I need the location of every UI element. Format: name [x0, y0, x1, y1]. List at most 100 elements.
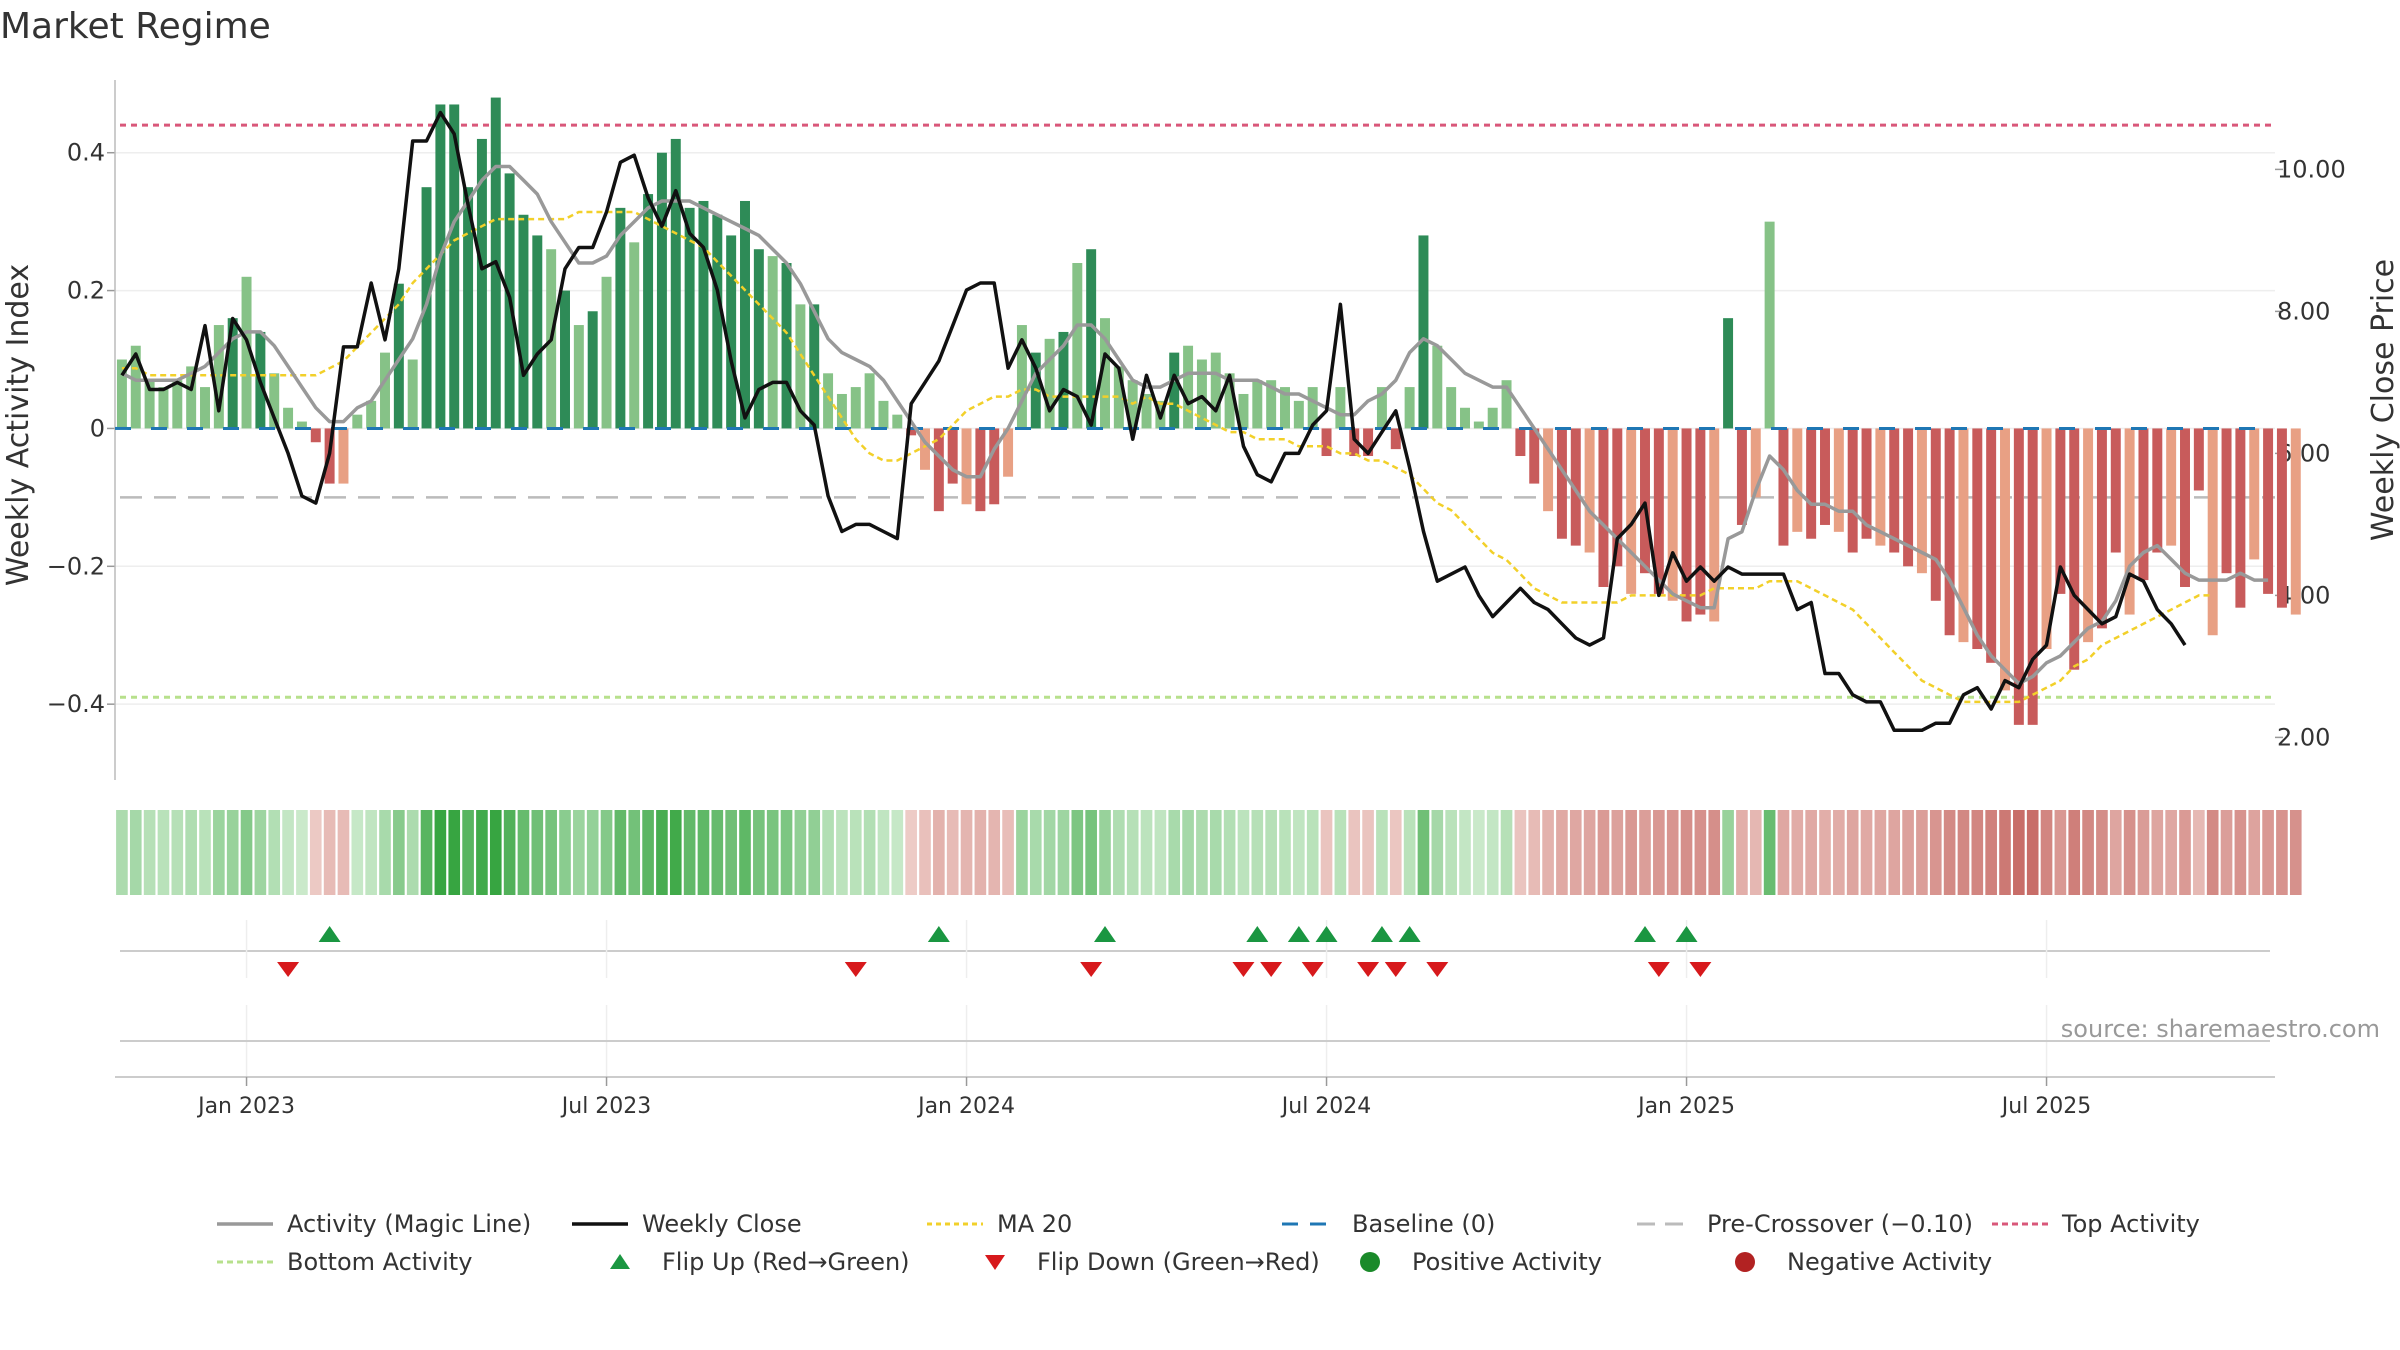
y2-axis-label: Weekly Close Price — [2366, 259, 2400, 541]
activity-bar — [1376, 387, 1387, 429]
activity-bar — [1543, 428, 1554, 512]
flip-down-marker — [1080, 962, 1103, 977]
activity-bar — [1930, 428, 1941, 601]
heat-cell — [1542, 810, 1554, 895]
heat-cell — [2026, 810, 2039, 895]
activity-bar — [850, 387, 861, 429]
heat-cell — [960, 810, 973, 895]
heat-cell — [1209, 810, 1222, 895]
flip-markers-panel — [120, 920, 2270, 978]
heat-cell — [254, 810, 267, 895]
heat-cell — [462, 810, 474, 895]
x-axis: Jan 2023 Jul 2023 Jan 2024 Jul 2024 Jan 2025… — [196, 1077, 2091, 1119]
activity-bar — [518, 214, 529, 429]
activity-bar — [1736, 428, 1747, 525]
activity-bar — [1100, 318, 1110, 429]
legend-label: Flip Down (Green→Red) — [1037, 1248, 1320, 1276]
heat-cell — [1431, 810, 1444, 895]
heat-cell — [822, 810, 834, 895]
x-tick-label: Jul 2024 — [1280, 1094, 1372, 1119]
activity-bar — [1861, 428, 1872, 539]
activity-bar — [587, 311, 598, 429]
activity-bar — [144, 380, 155, 429]
heat-cell — [1888, 810, 1901, 895]
heat-cell — [1126, 810, 1139, 895]
heat-cell — [1625, 810, 1637, 895]
heat-cell — [2151, 810, 2164, 895]
activity-bar — [947, 428, 958, 484]
activity-bar — [1529, 428, 1540, 484]
legend-item-neg-marker: Negative Activity — [1715, 1248, 2090, 1276]
legend-label: Positive Activity — [1412, 1248, 1602, 1276]
heat-cell — [1473, 810, 1485, 895]
heat-cell — [1029, 810, 1042, 895]
flip-up-marker — [1287, 926, 1310, 942]
heat-cell — [919, 810, 931, 895]
y-axis-label: Weekly Activity Index — [1, 264, 36, 586]
heat-cell — [2206, 810, 2219, 895]
activity-bar — [1833, 428, 1844, 532]
activity-bar — [1875, 428, 1886, 546]
heat-cell — [1417, 810, 1430, 895]
activity-bar — [712, 214, 723, 429]
activity-bar — [2069, 428, 2080, 670]
legend-row-1: Activity (Magic Line) Weekly Close MA 20 Ba… — [215, 1205, 2345, 1243]
heat-cell — [1569, 810, 1582, 895]
activity-bar — [1792, 428, 1803, 532]
heat-cell — [351, 810, 364, 895]
heat-cell — [1293, 810, 1305, 895]
activity-bar — [1460, 407, 1470, 429]
heat-cell — [1860, 810, 1873, 895]
activity-bar — [906, 428, 917, 436]
heat-cell — [697, 810, 710, 895]
activity-bar — [2055, 428, 2066, 594]
activity-bar — [1418, 235, 1429, 429]
legend-swatch-pre — [1637, 1222, 1693, 1226]
activity-bar — [1598, 428, 1609, 587]
activity-bar — [767, 256, 778, 429]
heat-cell — [1597, 810, 1610, 895]
heat-cell — [1320, 810, 1333, 895]
activity-bar — [186, 366, 197, 429]
activity-bar — [380, 352, 390, 429]
activity-bar — [601, 276, 612, 429]
heat-cell — [448, 810, 461, 895]
heat-cell — [545, 810, 557, 895]
heat-cell — [1556, 810, 1568, 895]
flip-down-marker — [1232, 962, 1255, 977]
activity-bar — [1086, 249, 1097, 429]
activity-bar — [1210, 352, 1221, 429]
activity-bar — [933, 428, 944, 512]
activity-bar — [130, 345, 141, 429]
heat-cell — [1445, 810, 1457, 895]
flip-up-marker — [1675, 926, 1698, 942]
activity-bar — [407, 359, 418, 429]
heat-cell — [849, 810, 862, 895]
legend-swatch-ma — [927, 1222, 983, 1226]
heat-cell — [1929, 810, 1942, 895]
heat-cell — [988, 810, 1001, 895]
heat-cell — [1002, 810, 1014, 895]
heat-cell — [863, 810, 876, 895]
activity-bar — [2249, 428, 2260, 560]
heat-cell — [2013, 810, 2025, 895]
heat-cell — [531, 810, 544, 895]
activity-bar — [643, 194, 654, 429]
activity-bar — [1695, 428, 1706, 615]
heat-cell — [1251, 810, 1264, 895]
activity-bar — [2138, 428, 2149, 581]
heat-cell — [1085, 810, 1097, 895]
y-tick-label: 0 — [90, 414, 105, 442]
activity-bar — [726, 235, 737, 429]
heat-cell — [2262, 810, 2274, 895]
activity-bar — [352, 414, 363, 429]
heat-cell — [794, 810, 807, 895]
activity-bar — [1473, 421, 1484, 429]
flip-up-marker — [318, 926, 341, 942]
heat-cell — [2123, 810, 2136, 895]
heat-cell — [1071, 810, 1084, 895]
heat-cell — [1154, 810, 1167, 895]
activity-bar — [2110, 428, 2121, 553]
source-note: source: sharemaestro.com — [2060, 1015, 2380, 1043]
heat-cell — [143, 810, 156, 895]
